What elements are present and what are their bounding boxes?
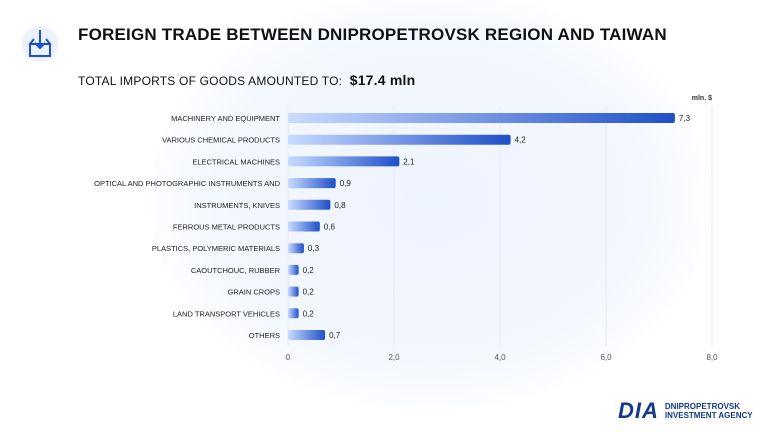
agency-name: DNIPROPETROVSK INVESTMENT AGENCY — [665, 402, 753, 420]
x-tick-label: 2,0 — [388, 353, 400, 362]
category-label: GRAIN CROPS — [227, 288, 280, 297]
agency-line-2: INVESTMENT AGENCY — [664, 411, 753, 420]
subtitle: TOTAL IMPORTS OF GOODS AMOUNTED TO: $17.… — [78, 72, 415, 88]
bar — [288, 264, 299, 275]
trade-box-icon — [22, 26, 58, 62]
category-label: ELECTRICAL MACHINES — [192, 157, 280, 166]
value-label: 4,2 — [515, 136, 527, 145]
bar — [288, 134, 511, 145]
category-label: FERROUS METAL PRODUCTS — [173, 223, 280, 232]
subtitle-label: TOTAL IMPORTS OF GOODS AMOUNTED TO: — [78, 74, 343, 88]
bar — [288, 330, 326, 340]
bar — [288, 178, 336, 189]
dia-logo-text: DIA — [618, 398, 659, 423]
x-tick-label: 8,0 — [706, 353, 718, 362]
bar — [288, 221, 320, 232]
bar — [288, 199, 331, 210]
category-label: PLASTICS, POLYMERIC MATERIALS — [152, 244, 280, 253]
value-label: 0,2 — [303, 288, 315, 297]
bar — [288, 308, 299, 319]
value-label: 0,2 — [303, 266, 315, 275]
value-label: 0,3 — [308, 244, 320, 253]
value-label: 2,1 — [403, 157, 415, 166]
x-tick-label: 4,0 — [494, 353, 506, 362]
value-label: 0,9 — [340, 179, 352, 188]
value-label: 0,7 — [329, 331, 341, 340]
category-label: CAOUTCHOUC, RUBBER — [191, 266, 281, 275]
bar — [288, 286, 299, 297]
value-label: 0,8 — [334, 201, 346, 210]
category-label: VARIOUS CHEMICAL PRODUCTS — [162, 136, 280, 145]
page-title: FOREIGN TRADE BETWEEN DNIPROPETROVSK REG… — [78, 25, 667, 44]
bar — [288, 243, 304, 254]
total-imports-value: $17.4 mln — [349, 72, 416, 88]
category-label: LAND TRANSPORT VEHICLES — [173, 309, 280, 318]
background-circle — [150, 0, 710, 410]
category-label: INSTRUMENTS, KNIVES — [194, 201, 280, 210]
bar — [288, 113, 675, 123]
category-label: OPTICAL AND PHOTOGRAPHIC INSTRUMENTS AND — [94, 179, 280, 188]
value-label: 7,3 — [679, 114, 691, 123]
unit-label: mln. $ — [692, 95, 712, 102]
category-label: OTHERS — [249, 331, 280, 340]
value-label: 0,2 — [303, 309, 315, 318]
category-label: MACHINERY AND EQUIPMENT — [171, 114, 280, 123]
bar — [288, 156, 400, 167]
x-tick-label: 0 — [286, 353, 291, 362]
agency-line-1: DNIPROPETROVSK — [664, 402, 741, 411]
x-tick-label: 6,0 — [600, 353, 612, 362]
value-label: 0,6 — [324, 223, 336, 232]
footer-logo: DIA DNIPROPETROVSK INVESTMENT AGENCY — [618, 398, 753, 424]
